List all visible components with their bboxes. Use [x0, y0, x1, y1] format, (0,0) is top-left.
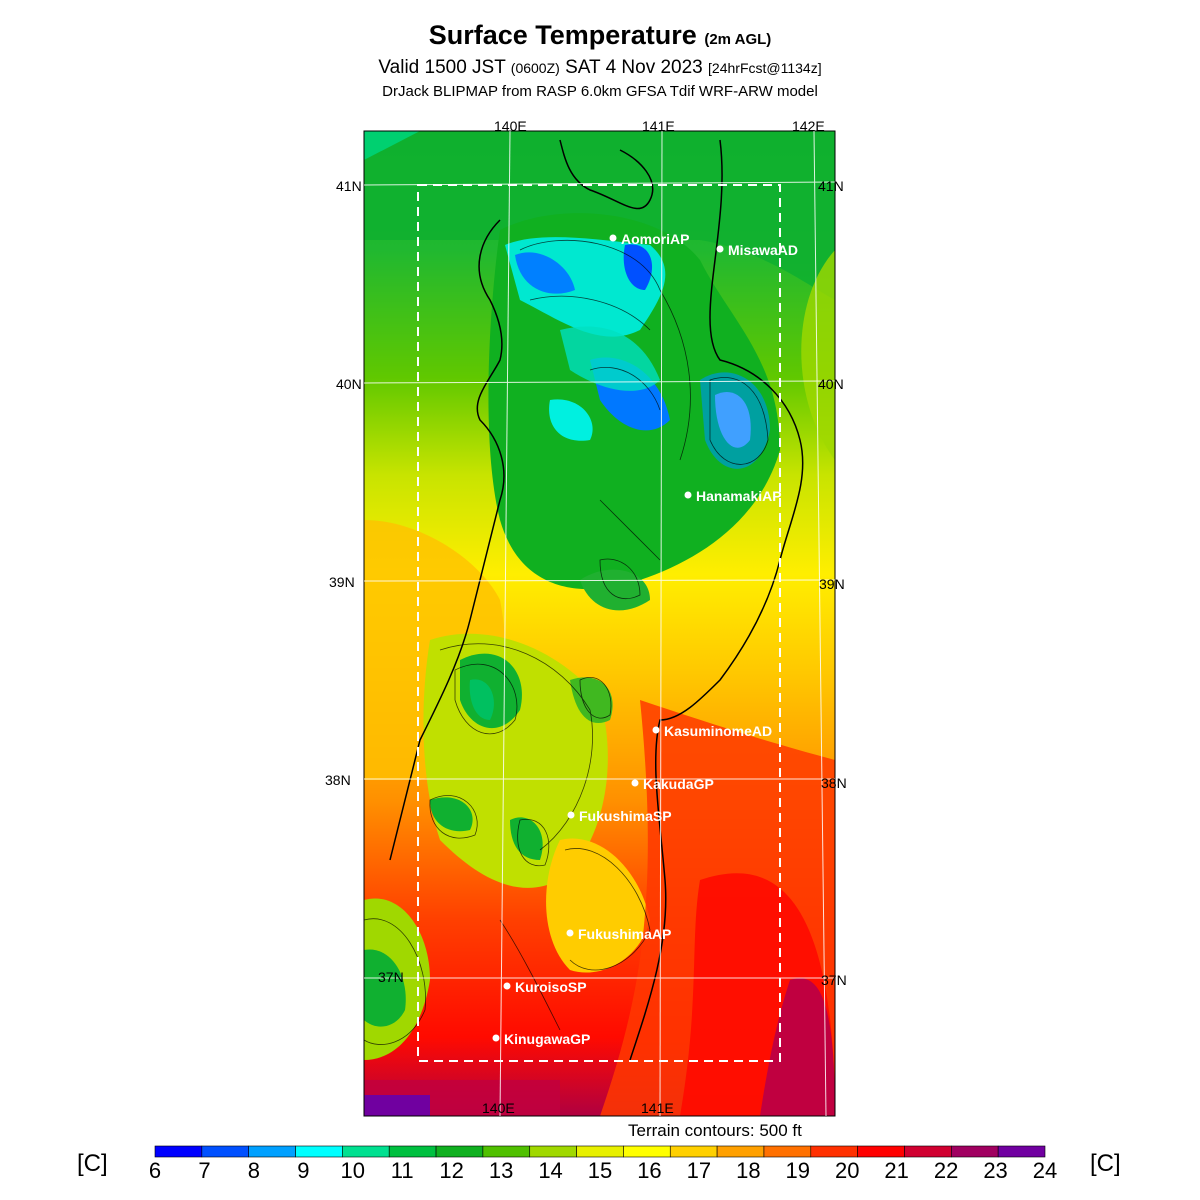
lat-label-right: 39N	[819, 576, 845, 592]
legend-swatch	[248, 1145, 296, 1158]
station-label: FukushimaSP	[579, 808, 672, 824]
legend-swatch	[295, 1145, 343, 1158]
station-dot	[566, 929, 574, 937]
valid-date: SAT 4 Nov 2023	[565, 57, 703, 78]
legend-tick-label: 22	[934, 1158, 958, 1183]
station-label: HanamakiAP	[696, 488, 782, 504]
lon-label-top: 140E	[494, 118, 527, 134]
station-dot	[652, 726, 660, 734]
legend-tick-label: 10	[341, 1158, 365, 1183]
legend-swatch	[482, 1145, 531, 1158]
forecast-info: [24hrFcst@1134z]	[708, 60, 822, 76]
legend-tick-label: 18	[736, 1158, 760, 1183]
legend-swatch	[623, 1145, 671, 1158]
lat-label-left: 37N	[378, 969, 404, 985]
map-title: Surface Temperature (2m AGL)	[0, 20, 1200, 51]
terrain-note: Terrain contours: 500 ft	[628, 1121, 802, 1140]
lat-label-right: 37N	[821, 972, 847, 988]
legend-tick-label: 21	[884, 1158, 908, 1183]
legend-swatch	[857, 1145, 905, 1158]
lat-label-right: 40N	[818, 376, 844, 392]
lat-label-left: 40N	[336, 376, 362, 392]
lat-label-right: 41N	[818, 178, 844, 194]
legend-tick-label: 13	[489, 1158, 513, 1183]
legend-tick-label: 6	[149, 1158, 161, 1183]
valid-utc: (0600Z)	[510, 60, 560, 76]
legend-swatch	[763, 1145, 812, 1158]
legend-swatch	[201, 1145, 249, 1158]
legend-swatch	[576, 1145, 624, 1158]
station-dot	[716, 245, 724, 253]
legend-swatch	[388, 1145, 437, 1158]
color-scale-legend: 6 7 8 9 10 11 12 13 14 15 16 17 18 19 20 21 22 23 24	[149, 1145, 1057, 1183]
lon-label-top: 141E	[642, 118, 675, 134]
station-label: KakudaGP	[643, 776, 714, 792]
legend-tick-label: 8	[248, 1158, 260, 1183]
legend-swatch	[716, 1145, 765, 1158]
legend-tick-label: 17	[687, 1158, 711, 1183]
legend-swatch	[810, 1145, 858, 1158]
legend-swatch	[435, 1145, 484, 1158]
legend-swatch	[951, 1145, 999, 1158]
station-label: KuroisoSP	[515, 979, 587, 995]
station-dot	[631, 779, 639, 787]
title-text: Surface Temperature	[428, 20, 697, 50]
lat-label-left: 38N	[325, 772, 351, 788]
legend-swatch	[997, 1145, 1046, 1158]
legend-swatch	[529, 1145, 577, 1158]
station-dot	[567, 811, 575, 819]
station-dot	[609, 234, 617, 242]
legend-swatch	[154, 1145, 203, 1158]
valid-time: Valid 1500 JST (0600Z) SAT 4 Nov 2023 [2…	[0, 57, 1200, 79]
legend-swatch	[342, 1145, 390, 1158]
lon-label-bottom: 140E	[482, 1100, 515, 1116]
legend-tick-label: 14	[538, 1158, 562, 1183]
unit-label-right: [C]	[1090, 1150, 1121, 1177]
station-dot	[684, 491, 692, 499]
lon-label-bottom: 141E	[641, 1100, 674, 1116]
legend-tick-label: 19	[786, 1158, 810, 1183]
legend-tick-label: 16	[637, 1158, 661, 1183]
valid-prefix: Valid 1500 JST	[378, 57, 506, 78]
station-label: KasuminomeAD	[664, 723, 772, 739]
lat-label-right: 38N	[821, 775, 847, 791]
legend-swatch	[669, 1145, 718, 1158]
station-label: KinugawaGP	[504, 1031, 590, 1047]
lat-label-left: 39N	[329, 574, 355, 590]
legend-tick-label: 23	[983, 1158, 1007, 1183]
legend-tick-label: 20	[835, 1158, 859, 1183]
station-dot	[492, 1034, 500, 1042]
legend-tick-label: 11	[391, 1158, 414, 1183]
legend-tick-label: 15	[588, 1158, 612, 1183]
station-label: MisawaAD	[728, 242, 798, 258]
legend-tick-label: 12	[439, 1158, 463, 1183]
station-label: FukushimaAP	[578, 926, 671, 942]
unit-label-left: [C]	[77, 1150, 108, 1177]
lon-label-top: 142E	[792, 118, 825, 134]
station-label: AomoriAP	[621, 231, 689, 247]
legend-tick-label: 24	[1033, 1158, 1057, 1183]
legend-tick-label: 9	[297, 1158, 309, 1183]
lat-label-left: 41N	[336, 178, 362, 194]
station-dot	[503, 982, 511, 990]
model-description: DrJack BLIPMAP from RASP 6.0km GFSA Tdif…	[382, 83, 818, 100]
legend-swatch	[904, 1145, 952, 1158]
title-suffix: (2m AGL)	[704, 31, 772, 48]
legend-tick-label: 7	[198, 1158, 210, 1183]
